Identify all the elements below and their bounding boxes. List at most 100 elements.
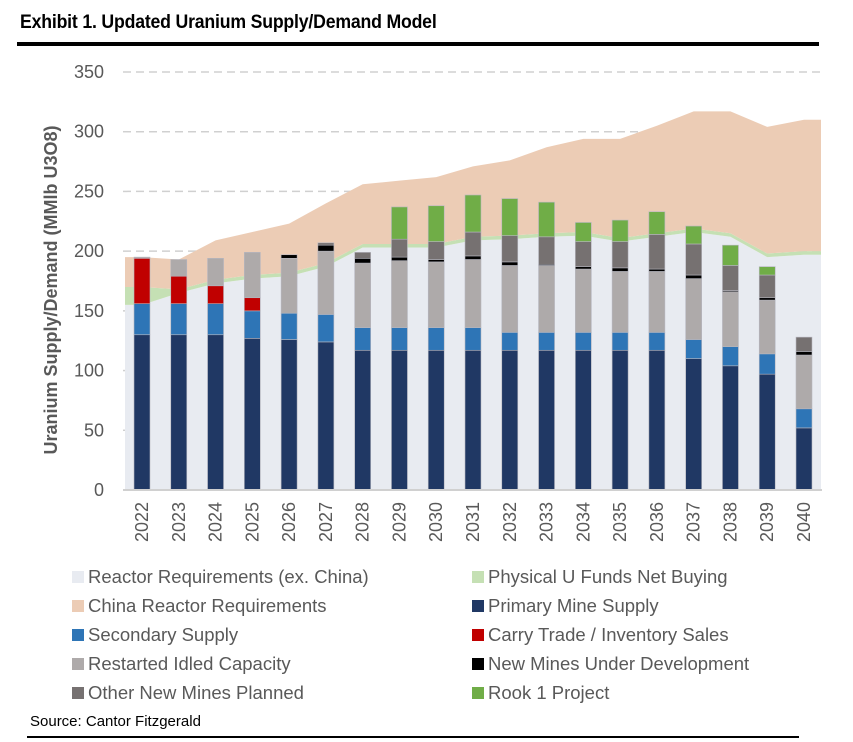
bar-segment-other-new-mines-planned-2033 bbox=[538, 236, 555, 265]
bar-segment-other-new-mines-planned-2038 bbox=[722, 265, 739, 291]
bar-segment-secondary-supply-2038 bbox=[722, 346, 739, 367]
x-tick-label: 2034 bbox=[573, 502, 593, 542]
legend-label: Reactor Requirements (ex. China) bbox=[88, 566, 369, 587]
legend-swatch bbox=[72, 629, 84, 641]
bar-segment-secondary-supply-2037 bbox=[685, 339, 702, 359]
bar-segment-rook-1-project-2037 bbox=[685, 225, 702, 245]
legend-swatch bbox=[472, 571, 484, 583]
y-tick-label: 350 bbox=[74, 62, 104, 82]
bar-segment-primary-mine-supply-2028 bbox=[354, 349, 371, 491]
bar-segment-other-new-mines-planned-2036 bbox=[648, 234, 666, 270]
bar-segment-secondary-supply-2036 bbox=[648, 332, 666, 351]
bar-segment-restarted-idled-capacity-2031 bbox=[464, 259, 482, 328]
legend-item: China Reactor Requirements bbox=[72, 595, 327, 617]
bar-segment-new-mines-under-development-2028 bbox=[354, 258, 371, 264]
legend-swatch bbox=[72, 687, 84, 699]
bar-segment-primary-mine-supply-2027 bbox=[317, 341, 335, 491]
bar-segment-primary-mine-supply-2031 bbox=[464, 349, 482, 491]
bar-segment-secondary-supply-2034 bbox=[575, 332, 592, 351]
bar-segment-secondary-supply-2035 bbox=[611, 332, 629, 351]
bar-segment-restarted-idled-capacity-2038 bbox=[722, 291, 739, 347]
legend-swatch bbox=[72, 571, 84, 583]
bar-segment-secondary-supply-2022 bbox=[133, 303, 151, 336]
x-tick-label: 2022 bbox=[132, 502, 152, 542]
bar-segment-rook-1-project-2034 bbox=[575, 222, 592, 242]
bar-segment-restarted-idled-capacity-2040 bbox=[795, 354, 813, 410]
bar-segment-primary-mine-supply-2029 bbox=[391, 349, 408, 491]
bar-segment-other-new-mines-planned-2034 bbox=[575, 241, 592, 267]
bar-segment-other-new-mines-planned-2040 bbox=[795, 336, 813, 352]
bar-segment-rook-1-project-2030 bbox=[427, 205, 445, 242]
bar-segment-other-new-mines-planned-2039 bbox=[758, 274, 776, 299]
bar-segment-restarted-idled-capacity-2023 bbox=[170, 259, 188, 277]
legend-item: Secondary Supply bbox=[72, 624, 238, 646]
bar-segment-other-new-mines-planned-2031 bbox=[464, 231, 482, 257]
y-tick-label: 0 bbox=[94, 480, 104, 500]
legend-item: Carry Trade / Inventory Sales bbox=[472, 624, 729, 646]
bar-segment-new-mines-under-development-2039 bbox=[758, 297, 776, 301]
x-tick-label: 2033 bbox=[537, 502, 557, 542]
bar-segment-other-new-mines-planned-2028 bbox=[354, 252, 371, 259]
y-tick-label: 100 bbox=[74, 361, 104, 381]
legend-label: Primary Mine Supply bbox=[488, 595, 659, 616]
bar-segment-rook-1-project-2031 bbox=[464, 194, 482, 233]
legend-label: Physical U Funds Net Buying bbox=[488, 566, 728, 587]
legend-item: Primary Mine Supply bbox=[472, 595, 659, 617]
bar-segment-primary-mine-supply-2038 bbox=[722, 365, 739, 491]
legend-label: Carry Trade / Inventory Sales bbox=[488, 624, 729, 645]
legend-label: Other New Mines Planned bbox=[88, 682, 304, 703]
bar-segment-secondary-supply-2039 bbox=[758, 353, 776, 375]
exhibit-title: Exhibit 1. Updated Uranium Supply/Demand… bbox=[20, 12, 437, 33]
x-tick-label: 2028 bbox=[353, 502, 373, 542]
y-tick-label: 50 bbox=[84, 420, 104, 440]
x-tick-label: 2023 bbox=[169, 502, 189, 542]
bar-segment-other-new-mines-planned-2037 bbox=[685, 243, 702, 276]
bar-segment-restarted-idled-capacity-2029 bbox=[391, 260, 408, 328]
bar-segment-secondary-supply-2024 bbox=[207, 303, 224, 336]
bar-segment-secondary-supply-2023 bbox=[170, 303, 188, 336]
bar-segment-primary-mine-supply-2034 bbox=[575, 349, 592, 491]
bar-segment-primary-mine-supply-2039 bbox=[758, 373, 776, 491]
bar-segment-new-mines-under-development-2040 bbox=[795, 351, 813, 356]
legend-label: Secondary Supply bbox=[88, 624, 239, 645]
x-tick-label: 2030 bbox=[426, 502, 446, 542]
legend-swatch bbox=[472, 629, 484, 641]
x-tick-label: 2037 bbox=[684, 502, 704, 542]
bar-segment-restarted-idled-capacity-2030 bbox=[427, 261, 445, 328]
legend-swatch bbox=[472, 600, 484, 612]
bar-segment-restarted-idled-capacity-2024 bbox=[207, 258, 224, 287]
bar-segment-primary-mine-supply-2032 bbox=[501, 349, 519, 491]
x-tick-label: 2032 bbox=[500, 502, 520, 542]
x-tick-label: 2029 bbox=[389, 502, 409, 542]
bar-segment-secondary-supply-2033 bbox=[538, 332, 555, 351]
legend-swatch bbox=[472, 658, 484, 670]
bar-segment-secondary-supply-2027 bbox=[317, 314, 335, 343]
bar-segment-secondary-supply-2029 bbox=[391, 327, 408, 351]
legend-item: Other New Mines Planned bbox=[72, 682, 304, 704]
bar-segment-primary-mine-supply-2025 bbox=[244, 338, 261, 491]
x-tick-label: 2026 bbox=[279, 502, 299, 542]
bar-segment-carry-trade-inventory-sales-2024 bbox=[207, 285, 224, 304]
bar-segment-rook-1-project-2039 bbox=[758, 266, 776, 276]
bar-segment-restarted-idled-capacity-2034 bbox=[575, 268, 592, 333]
x-tick-label: 2039 bbox=[757, 502, 777, 542]
legend-label: Rook 1 Project bbox=[488, 682, 610, 703]
bar-segment-restarted-idled-capacity-2039 bbox=[758, 299, 776, 355]
bar-segment-new-mines-under-development-2035 bbox=[611, 267, 629, 272]
bar-segment-new-mines-under-development-2027 bbox=[317, 244, 335, 252]
x-tick-label: 2027 bbox=[316, 502, 336, 542]
bar-segment-carry-trade-inventory-sales-2025 bbox=[244, 297, 261, 312]
x-tick-label: 2036 bbox=[647, 502, 667, 542]
x-tick-label: 2031 bbox=[463, 502, 483, 542]
bar-segment-secondary-supply-2031 bbox=[464, 327, 482, 351]
bar-segment-new-mines-under-development-2030 bbox=[427, 259, 445, 263]
bar-segment-primary-mine-supply-2023 bbox=[170, 334, 188, 491]
bar-segment-carry-trade-inventory-sales-2022 bbox=[133, 258, 151, 304]
bar-segment-new-mines-under-development-2026 bbox=[280, 254, 298, 259]
legend-item: Rook 1 Project bbox=[472, 682, 609, 704]
bar-segment-restarted-idled-capacity-2035 bbox=[611, 271, 629, 333]
legend-label: Restarted Idled Capacity bbox=[88, 653, 291, 674]
bar-segment-new-mines-under-development-2037 bbox=[685, 274, 702, 279]
x-tick-label: 2024 bbox=[206, 502, 226, 542]
